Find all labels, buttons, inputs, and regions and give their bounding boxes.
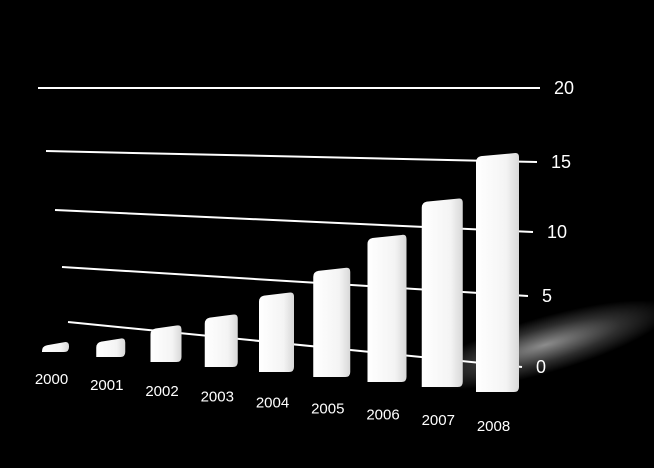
y-axis-ticks: 0 5 10 15 20 [536, 78, 574, 377]
x-tick-label: 2007 [422, 412, 455, 429]
bar-2008 [476, 152, 519, 392]
x-tick-label: 2002 [145, 383, 178, 400]
bars [42, 152, 519, 392]
bar-2001 [96, 338, 126, 357]
x-tick-label: 2005 [311, 400, 344, 417]
x-tick-label: 2006 [366, 406, 399, 423]
x-tick-label: 2001 [90, 377, 123, 394]
y-tick-label: 10 [547, 222, 567, 242]
x-axis-labels: 2000 2001 2002 2003 2004 2005 2006 2007 2008 [35, 371, 510, 435]
bar-2000 [42, 342, 69, 352]
y-tick-label: 5 [542, 286, 552, 306]
y-tick-label: 15 [551, 152, 571, 172]
bar-2007 [421, 198, 463, 387]
x-tick-label: 2004 [256, 395, 289, 412]
bar-2005 [313, 267, 351, 377]
x-tick-label: 2003 [201, 389, 234, 406]
bar-2002 [150, 325, 182, 362]
bar-2004 [259, 292, 294, 372]
bar-2003 [204, 314, 238, 367]
gridline [45, 150, 538, 163]
x-tick-label: 2008 [477, 418, 510, 435]
y-tick-label: 0 [536, 357, 546, 377]
x-tick-label: 2000 [35, 371, 68, 388]
y-tick-label: 20 [554, 78, 574, 98]
bar-2006 [367, 234, 407, 382]
